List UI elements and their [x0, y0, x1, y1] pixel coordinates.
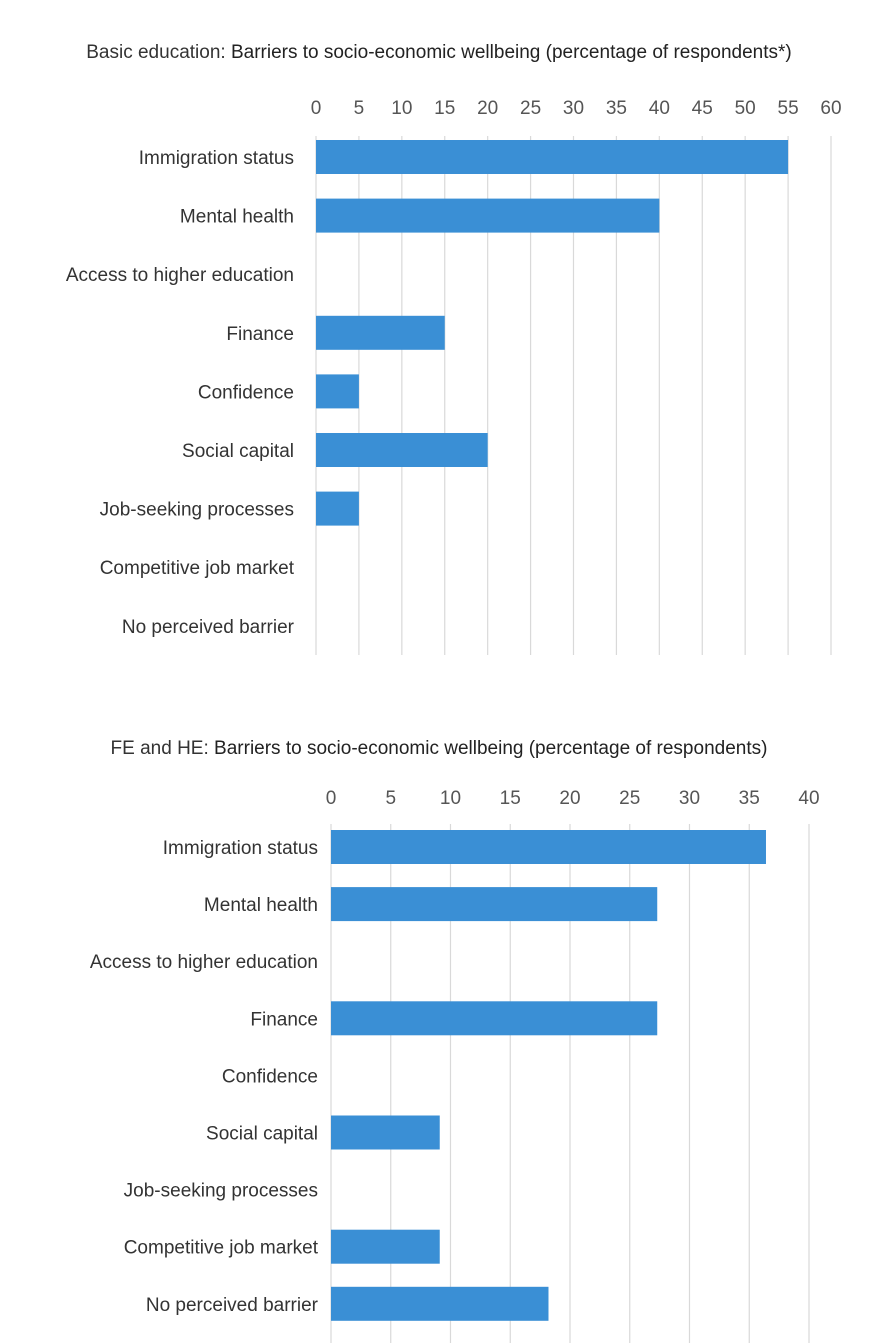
category-label: Mental health: [204, 895, 318, 916]
x-tick-label: 20: [477, 98, 498, 119]
category-label: Competitive job market: [124, 1238, 319, 1259]
x-tick-label: 55: [778, 98, 799, 119]
category-label: Access to higher education: [90, 952, 318, 973]
bar: [316, 140, 789, 174]
x-tick-label: 5: [385, 788, 396, 809]
x-tick-label: 15: [434, 98, 455, 119]
chart-title-prefix: Basic education:: [86, 42, 226, 63]
bar: [316, 433, 488, 467]
category-labels: Immigration status Mental health Access to…: [66, 148, 295, 638]
x-tick-label: 25: [619, 788, 640, 809]
x-tick-label: 45: [692, 98, 713, 119]
x-tick-label: 20: [559, 788, 580, 809]
category-label: Confidence: [198, 382, 294, 403]
bar-chart-plot: 0 5 10 15 20 25 30 35 40 Immigration status Mental…: [90, 788, 820, 1343]
bar: [316, 198, 660, 233]
x-tick-label: 60: [820, 98, 841, 119]
x-tick-label: 30: [563, 98, 584, 119]
chart-title: FE and HE: Barriers to socio-economic we…: [0, 738, 878, 760]
x-tick-label: 40: [798, 788, 819, 809]
bar: [331, 1229, 440, 1264]
category-label: Social capital: [206, 1124, 318, 1145]
category-label: Job-seeking processes: [124, 1181, 318, 1202]
x-axis-top: 0 5 10 15 20 25 30 35 40: [326, 788, 820, 809]
bar-chart-plot: 0 5 10 15 20 25 30 35 40 45 50 55 60 Immigration stat…: [66, 98, 842, 655]
x-axis-top: 0 5 10 15 20 25 30 35 40 45 50 55 60: [311, 98, 842, 119]
x-tick-label: 5: [354, 98, 365, 119]
bar: [331, 1115, 440, 1150]
category-label: Confidence: [222, 1066, 318, 1087]
category-label: Job-seeking processes: [100, 500, 294, 521]
bars: [316, 140, 789, 526]
x-tick-label: 0: [326, 788, 337, 809]
x-tick-label: 0: [311, 98, 322, 119]
chart-basic-education: Basic education: Barriers to socio-econo…: [0, 42, 878, 655]
x-tick-label: 40: [649, 98, 670, 119]
category-label: Access to higher education: [66, 265, 294, 286]
x-tick-label: 35: [739, 788, 760, 809]
category-label: Mental health: [180, 207, 294, 228]
chart-title-text: Barriers to socio-economic wellbeing (pe…: [214, 738, 768, 759]
category-label: No perceived barrier: [146, 1295, 319, 1316]
bar: [316, 315, 445, 350]
category-label: Competitive job market: [100, 558, 295, 579]
bar: [316, 491, 359, 526]
bar: [316, 374, 359, 409]
bar: [331, 1286, 549, 1321]
category-label: Immigration status: [139, 148, 294, 169]
category-label: Finance: [226, 324, 294, 345]
chart-title: Basic education: Barriers to socio-econo…: [0, 42, 878, 64]
category-label: Finance: [250, 1009, 318, 1030]
x-tick-label: 35: [606, 98, 627, 119]
category-label: Social capital: [182, 441, 294, 462]
x-tick-label: 15: [500, 788, 521, 809]
chart-title-prefix: FE and HE:: [110, 738, 209, 759]
x-tick-label: 10: [440, 788, 461, 809]
category-label: No perceived barrier: [122, 617, 295, 638]
bar: [331, 887, 658, 922]
chart-title-text: Barriers to socio-economic wellbeing (pe…: [230, 42, 792, 63]
x-tick-label: 50: [735, 98, 756, 119]
category-labels: Immigration status Mental health Access to…: [90, 838, 319, 1316]
chart-fe-and-he: FE and HE: Barriers to socio-economic we…: [0, 700, 878, 1343]
x-tick-label: 25: [520, 98, 541, 119]
x-tick-label: 30: [679, 788, 700, 809]
x-tick-label: 10: [391, 98, 412, 119]
bars: [331, 830, 766, 1321]
category-label: Immigration status: [163, 838, 318, 859]
bar: [331, 830, 766, 864]
bar: [331, 1001, 658, 1036]
